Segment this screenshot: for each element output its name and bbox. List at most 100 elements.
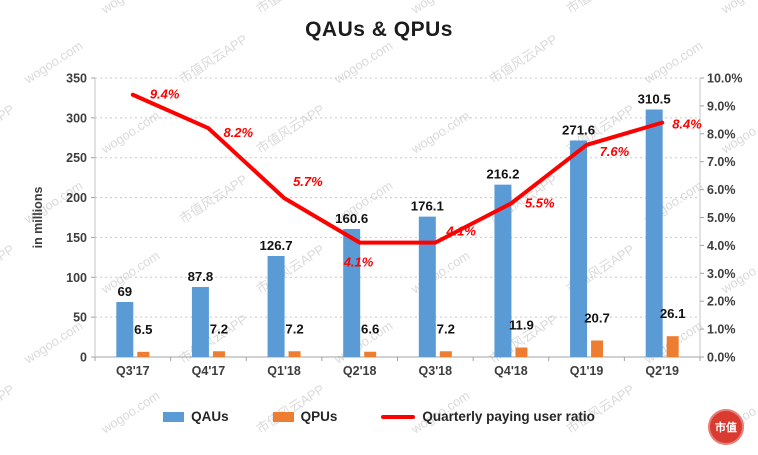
qaus-value-label: 160.6	[335, 211, 368, 226]
right-axis-tick-label: 9.0%	[707, 99, 736, 113]
x-axis-label: Q3'17	[116, 364, 150, 378]
qpus-bar	[288, 351, 301, 357]
qpus-value-label: 6.5	[134, 322, 152, 337]
qaus-value-label: 87.8	[188, 269, 214, 284]
qpus-bar	[515, 347, 528, 357]
ratio-label: 5.7%	[293, 174, 323, 189]
qaus-value-label: 69	[117, 284, 132, 299]
watermark-text: wogoo.com	[718, 0, 758, 17]
qpus-bar	[364, 351, 377, 357]
qaus-bar	[570, 140, 588, 357]
right-axis-tick-label: 4.0%	[707, 239, 736, 253]
legend-item-ratio: Quarterly paying user ratio	[381, 409, 595, 424]
value-labels: 69 87.8 126.7 160.6 176.1 216.2 271.6 310.5 6.5 7…	[117, 91, 685, 336]
seal-stamp-icon: 市值	[708, 409, 744, 445]
legend-label-qpus: QPUs	[300, 409, 338, 424]
qaus-bar	[191, 287, 209, 357]
watermark-text: 市值风云APP	[253, 101, 327, 156]
right-axis-tick-label: 6.0%	[707, 183, 736, 197]
qpus-bar	[212, 351, 225, 357]
qpus-swatch-icon	[272, 411, 294, 422]
qpus-bar	[591, 340, 604, 357]
watermark-text: 市值风云APP	[0, 101, 17, 156]
qpus-bar	[137, 351, 150, 357]
qpus-bar	[439, 351, 452, 357]
watermark-text: wogoo.com	[408, 108, 473, 157]
qaus-value-label: 176.1	[411, 199, 444, 214]
left-axis-tick-label: 250	[66, 151, 87, 165]
watermark-layer: 市值风云APPwogoo.com市值风云APPwogoo.com市值风云APPw…	[0, 0, 758, 437]
watermark-text: wogoo.com	[21, 318, 86, 367]
ratio-line	[130, 92, 665, 245]
qpus-value-label: 11.9	[509, 318, 534, 333]
axis-tick-labels: 350 300 250 200 150 100 50 0 10.0% 9.0% 8.0% 7.0% 6.…	[66, 72, 742, 379]
qaus-value-label: 310.5	[638, 91, 671, 106]
watermark-text: wogoo.com	[98, 0, 163, 17]
ratio-label: 5.5%	[525, 196, 555, 211]
ratio-label: 4.1%	[343, 255, 374, 270]
x-axis-label: Q4'18	[494, 364, 528, 378]
qpus-value-label: 6.6	[361, 322, 379, 337]
legend-label-ratio: Quarterly paying user ratio	[422, 409, 595, 424]
right-axis-tick-label: 3.0%	[707, 267, 736, 281]
x-axis-label: Q2'18	[343, 364, 377, 378]
ratio-label: 7.6%	[600, 144, 630, 159]
qaus-value-label: 216.2	[486, 167, 519, 182]
legend: QAUs QPUs Quarterly paying user ratio	[0, 409, 758, 424]
right-axis-tick-label: 7.0%	[707, 155, 736, 169]
watermark-text: wogoo.com	[98, 108, 163, 157]
x-axis-label: Q3'18	[419, 364, 453, 378]
x-axis-label: Q1'18	[267, 364, 301, 378]
qpus-value-label: 7.2	[285, 321, 303, 336]
x-axis-label: Q2'19	[645, 364, 679, 378]
ratio-label: 9.4%	[150, 87, 180, 102]
qpus-bar	[666, 336, 679, 357]
qpus-value-label: 20.7	[584, 310, 610, 325]
qaus-bar	[494, 184, 512, 357]
x-axis-label: Q4'17	[192, 364, 226, 378]
watermark-text: 市值风云APP	[0, 241, 17, 296]
qaus-bar	[418, 216, 436, 357]
qaus-bar	[343, 228, 361, 357]
watermark-text: 市值风云APP	[253, 0, 327, 17]
left-axis-tick-label: 50	[73, 311, 87, 325]
qaus-swatch-icon	[163, 411, 185, 422]
watermark-text: 市值风云APP	[176, 311, 250, 366]
qpus-value-label: 7.2	[437, 321, 455, 336]
left-axis-title: in millions	[31, 187, 45, 249]
qpus-value-label: 7.2	[210, 321, 228, 336]
chart-title: QAUs & QPUs	[305, 18, 453, 41]
watermark-text: 市值风云APP	[176, 171, 250, 226]
watermark-text: wogoo.com	[408, 248, 473, 297]
right-axis-tick-label: 5.0%	[707, 211, 736, 225]
watermark-text: wogoo.com	[408, 0, 473, 17]
left-axis-tick-label: 0	[80, 351, 87, 365]
right-axis-tick-label: 2.0%	[707, 295, 736, 309]
ratio-labels: 9.4% 8.2% 5.7% 4.1% 4.1% 5.5% 7.6% 8.4%	[150, 87, 702, 270]
qaus-value-label: 126.7	[260, 238, 293, 253]
left-axis-tick-label: 300	[66, 111, 87, 125]
watermark-text: wogoo.com	[641, 38, 706, 87]
watermark-text: 市值风云APP	[0, 0, 17, 17]
qpus-value-label: 26.1	[660, 306, 686, 321]
qaus-bar	[267, 256, 285, 357]
legend-item-qaus: QAUs	[163, 409, 229, 424]
left-axis-tick-label: 350	[66, 72, 87, 86]
bars	[116, 109, 679, 357]
qaus-bar	[116, 301, 134, 357]
x-axis-label: Q1'19	[570, 364, 604, 378]
legend-label-qaus: QAUs	[191, 409, 229, 424]
right-axis-tick-label: 10.0%	[707, 72, 742, 86]
legend-item-qpus: QPUs	[272, 409, 338, 424]
left-axis-tick-label: 150	[66, 231, 87, 245]
right-axis-tick-label: 0.0%	[707, 351, 736, 365]
qaus-bar	[645, 109, 663, 357]
watermark-text: wogoo.com	[331, 38, 396, 87]
watermark-text: 市值风云APP	[563, 0, 637, 17]
ratio-label: 8.4%	[672, 117, 702, 132]
ratio-label: 8.2%	[223, 125, 253, 140]
right-axis-tick-label: 1.0%	[707, 323, 736, 337]
left-axis-tick-label: 100	[66, 271, 87, 285]
